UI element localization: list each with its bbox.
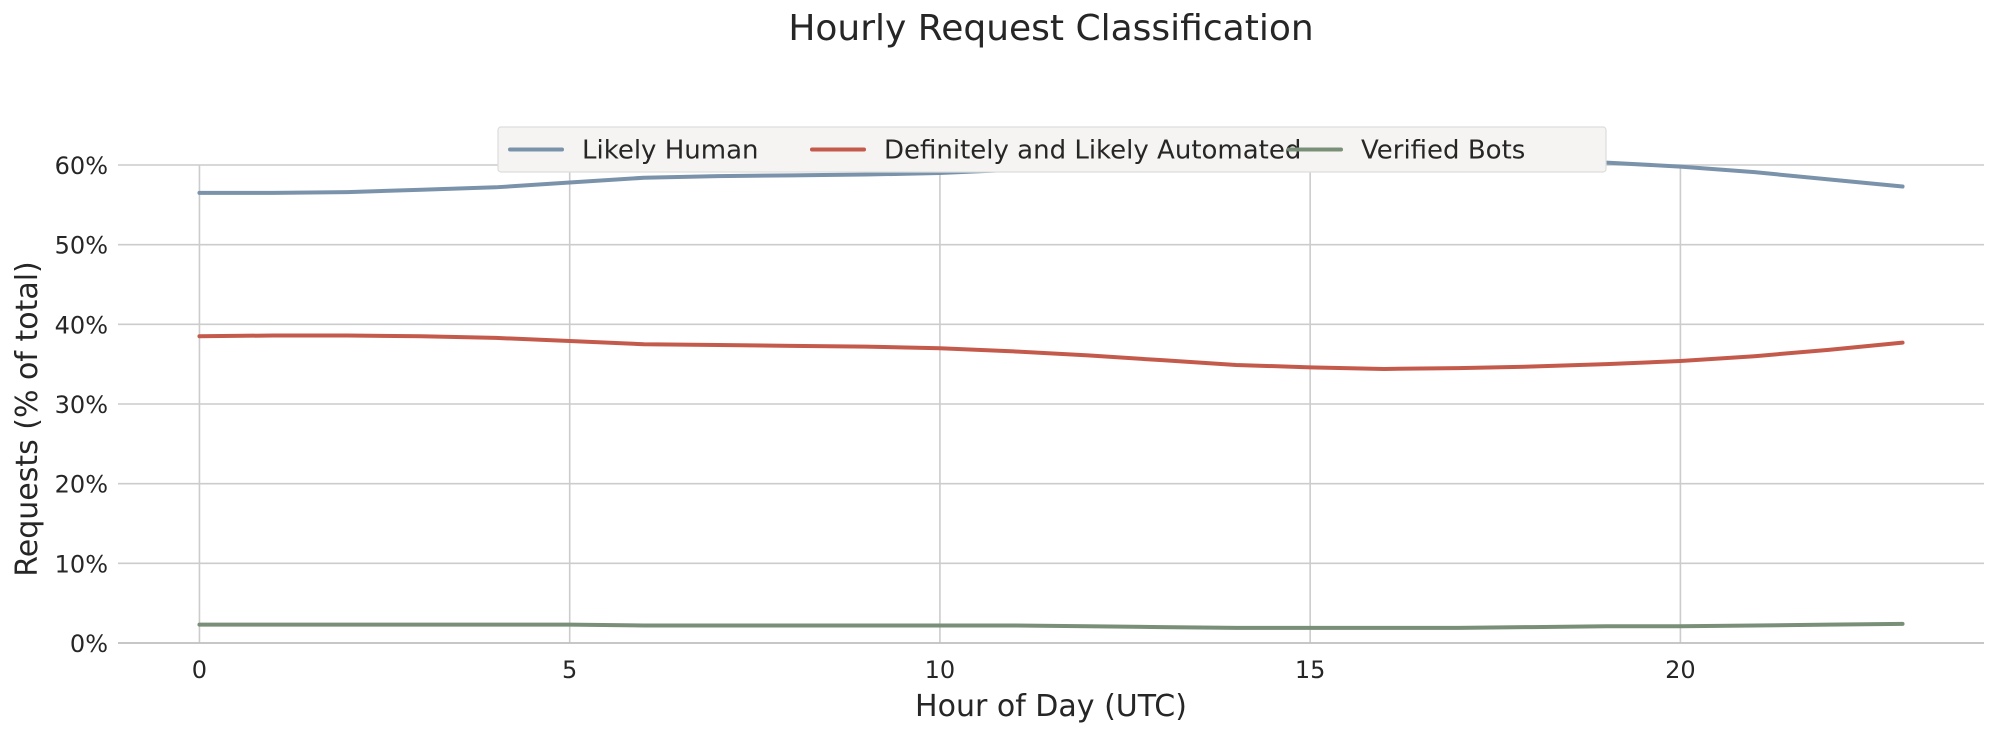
y-tick-label: 20%: [55, 471, 108, 499]
y-tick-label: 60%: [55, 152, 108, 180]
series-line-1: [197, 333, 1905, 371]
x-tick-label: 0: [192, 656, 207, 684]
series-line-2: [197, 621, 1905, 630]
y-tick-label: 0%: [70, 630, 108, 658]
legend-label: Likely Human: [582, 136, 758, 166]
x-tick-label: 20: [1665, 656, 1696, 684]
legend-label: Definitely and Likely Automated: [884, 136, 1301, 166]
y-tick-label: 40%: [55, 311, 108, 339]
legend-box: [497, 126, 1607, 173]
x-tick-labels: 0 5 10 15 20: [192, 656, 1696, 684]
y-tick-labels: 0% 10% 20% 30% 40% 50% 60%: [55, 152, 108, 658]
x-tick-label: 5: [562, 656, 577, 684]
y-tick-label: 50%: [55, 232, 108, 260]
grid: [118, 164, 1984, 644]
legend-label: Verified Bots: [1361, 136, 1525, 166]
x-tick-label: 15: [1295, 656, 1326, 684]
legend: Likely Human Definitely and Likely Automa…: [497, 126, 1607, 173]
series-layer: [197, 153, 1905, 630]
x-axis-label: Hour of Day (UTC): [915, 689, 1187, 724]
y-axis-label: Requests (% of total): [10, 261, 45, 577]
y-tick-label: 10%: [55, 550, 108, 578]
y-tick-label: 30%: [55, 391, 108, 419]
x-tick-label: 10: [925, 656, 956, 684]
chart-title: Hourly Request Classification: [788, 8, 1313, 49]
